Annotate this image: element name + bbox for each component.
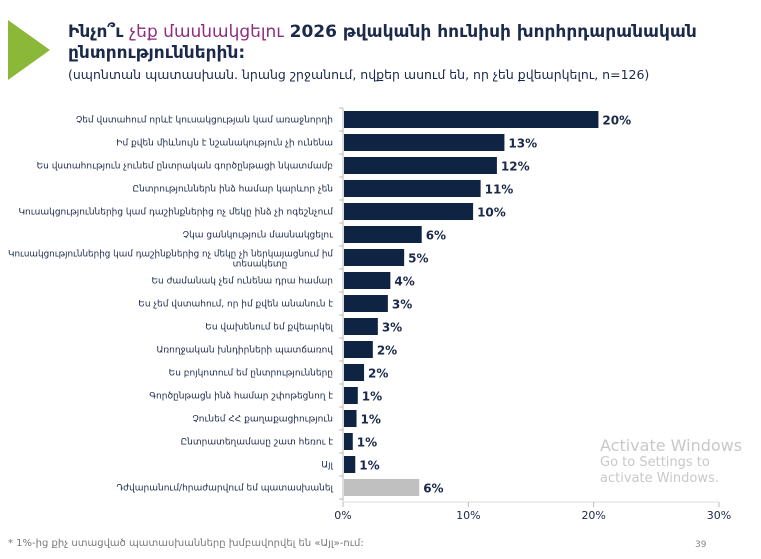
watermark-line1: Activate Windows (600, 436, 743, 455)
data-label: 2% (377, 344, 397, 358)
data-label: 6% (426, 229, 446, 243)
x-tick-label: 10% (456, 509, 480, 522)
footnote: * 1%-ից քիչ ստացված պատասխանները խմբավոր… (8, 538, 364, 549)
bar (344, 134, 505, 151)
bar (344, 272, 391, 289)
category-label: Այլ (321, 461, 333, 471)
category-label: Առողջական խնդիրների պատճառով (156, 346, 333, 356)
data-label: 6% (423, 482, 443, 496)
subtitle: (սպոնտան պատասխան. նրանց շրջանում, ովքեր… (68, 67, 650, 82)
x-tick-label: 20% (581, 509, 605, 522)
category-label: Չկա ցանկություն մասնակցելու (183, 231, 334, 241)
bar (344, 157, 497, 174)
data-label: 2% (368, 367, 388, 381)
data-label: 5% (408, 252, 428, 266)
category-label: Ես բոյկոտում եմ ընտրությունները (169, 369, 333, 379)
header: Ինչո՞ւ չեք մասնակցելու 2026 թվականի հուն… (68, 22, 754, 83)
brand-triangle-icon (8, 20, 50, 80)
bar (344, 249, 405, 266)
bar (344, 295, 388, 312)
data-label: 1% (362, 390, 382, 404)
bar (344, 387, 358, 404)
watermark: Activate Windows Go to Settings to activ… (600, 436, 758, 487)
page-title: Ինչո՞ւ չեք մասնակցելու 2026 թվականի հուն… (68, 22, 754, 64)
data-label: 3% (382, 321, 402, 335)
bar (344, 410, 357, 427)
category-label: Ընտրություններն ինձ համար կարևոր չեն (132, 185, 333, 195)
bar (344, 318, 378, 335)
data-label: 12% (501, 160, 530, 174)
category-label: Ես վախենում եմ քվեարկել (205, 323, 333, 333)
category-label: Ես չեմ վստահում, որ իմ քվեն անանուն է (138, 300, 333, 310)
bar (344, 180, 481, 197)
x-tick-label: 30% (707, 509, 731, 522)
category-label: Չունեմ ՀՀ քաղաքացիություն (192, 415, 333, 425)
category-label: Ընտրատեղամասը շատ հեռու է (181, 438, 334, 448)
category-label: Դժվարանում/հրաժարվում եմ պատասխանել (116, 484, 333, 494)
page-number: 39 (695, 540, 707, 550)
bar (344, 226, 422, 243)
title-part1: Ինչո՞ւ (68, 22, 130, 42)
category-label: Իմ քվեն միևնույն է նշանակություն չի ունե… (116, 139, 333, 149)
category-label: Ես վստահություն չունեմ ընտրական գործընթա… (37, 162, 333, 172)
data-label: 3% (392, 298, 412, 312)
category-label: Չեմ վստահում որևէ կուսակցության կամ առաջ… (76, 116, 333, 126)
title-highlight: չեք մասնակցելու (129, 22, 284, 42)
bar (344, 479, 420, 496)
bar (344, 456, 356, 473)
category-label: Կուսակցություններից կամ դաշինքներից ոչ մ… (8, 250, 333, 270)
watermark-line2: Go to Settings to activate Windows. (600, 455, 719, 486)
bar (344, 111, 599, 128)
bar (344, 364, 365, 381)
category-label: Ես ժամանակ չեմ ունենա դրա համար (151, 277, 333, 287)
data-label: 4% (394, 275, 414, 289)
data-label: 1% (361, 413, 381, 427)
data-label: 1% (357, 436, 377, 450)
x-tick-label: 0% (334, 509, 351, 522)
data-label: 1% (359, 459, 379, 473)
data-label: 13% (508, 137, 537, 151)
category-label: Կուսակցություններից կամ դաշինքներից ոչ մ… (18, 208, 333, 218)
bar (344, 433, 353, 450)
category-label: Գործընթացն ինձ համար շփոթեցնող է (149, 392, 333, 402)
data-label: 20% (602, 114, 631, 128)
bar (344, 341, 373, 358)
data-label: 10% (477, 206, 506, 220)
title-part2: 2026 թվականի հունիսի խորհրդարանական ընտր… (68, 22, 697, 63)
data-label: 11% (485, 183, 514, 197)
bar (344, 203, 474, 220)
